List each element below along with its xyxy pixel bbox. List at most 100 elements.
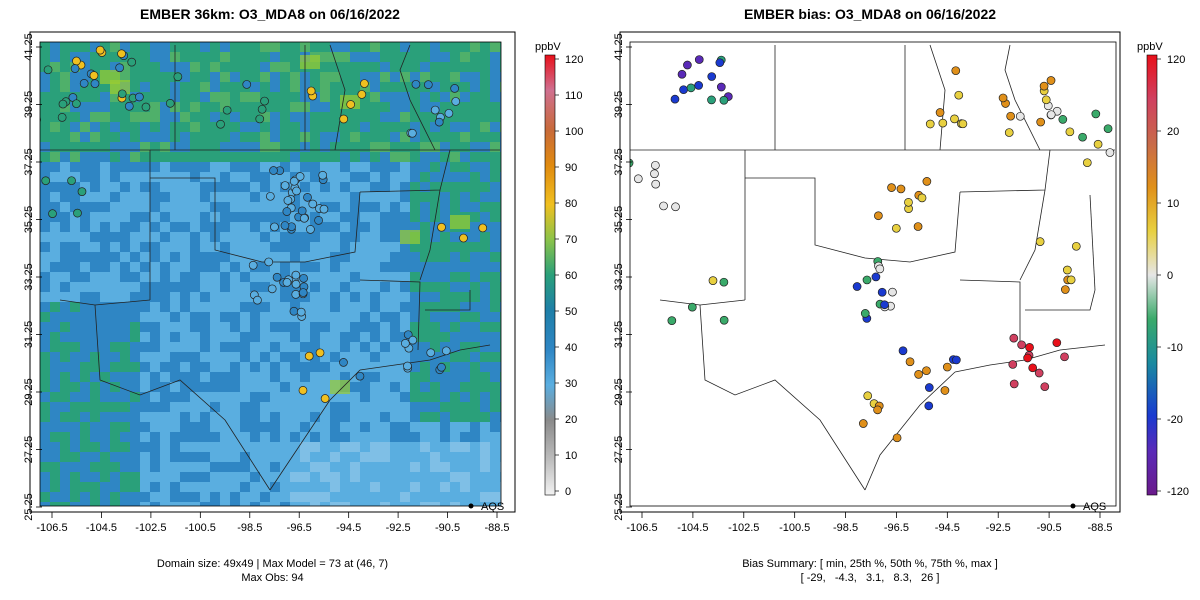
site-marker [1004, 128, 1014, 137]
site-marker [434, 117, 444, 127]
site-marker [667, 316, 677, 325]
y-tick-label: 25.25 [23, 493, 35, 521]
site-marker [1028, 363, 1038, 373]
site-marker [79, 79, 89, 88]
x-tick-label: -106.5 [36, 522, 67, 534]
colorbar-tick-label: 20 [1167, 126, 1179, 138]
site-marker [72, 56, 81, 66]
site-marker [173, 72, 183, 82]
y-tick-label: 41.25 [23, 33, 35, 61]
colorbar-tick-label: 80 [565, 198, 577, 210]
site-marker [950, 114, 959, 124]
site-marker [73, 208, 82, 218]
x-tick-label: -96.5 [884, 522, 909, 534]
y-tick-label: 31.25 [23, 321, 35, 349]
site-marker [411, 79, 421, 89]
site-marker [716, 82, 726, 92]
site-marker [248, 260, 258, 270]
site-marker [437, 362, 446, 372]
site-marker [437, 222, 446, 232]
site-marker [423, 80, 433, 90]
model-colorbar: ppbV 0 10 20 30 40 50 60 70 80 90 100 110 120 [535, 41, 583, 498]
site-marker [671, 202, 680, 212]
site-marker [670, 94, 680, 104]
site-marker [478, 223, 488, 233]
colorbar-tick-label: 10 [565, 450, 577, 462]
site-marker [875, 264, 885, 274]
site-marker [141, 102, 151, 112]
colorbar-tick-label: -120 [1167, 486, 1189, 498]
right-legend-dot [1070, 503, 1076, 509]
site-marker [41, 176, 51, 186]
y-tick-label: 33.25 [23, 263, 35, 291]
site-marker [686, 83, 696, 93]
x-tick-label: -100.5 [185, 522, 216, 534]
site-marker [1039, 81, 1049, 91]
colorbar-tick-label: -10 [1167, 342, 1183, 354]
site-marker [257, 104, 267, 114]
site-marker [283, 196, 293, 205]
site-marker [891, 223, 901, 233]
y-tick-label: 31.25 [613, 321, 625, 349]
site-marker [852, 282, 862, 291]
site-marker [1036, 117, 1046, 127]
site-marker [403, 361, 412, 371]
site-marker [719, 95, 729, 105]
y-tick-label: 27.25 [23, 436, 35, 464]
left-caption-line1: Domain size: 49x49 | Max Model = 73 at (… [156, 558, 389, 570]
site-marker [924, 383, 934, 392]
site-marker [299, 213, 309, 223]
site-marker [308, 199, 318, 209]
site-marker [242, 80, 252, 89]
site-marker [89, 71, 99, 80]
site-marker [719, 277, 729, 287]
site-marker [1065, 127, 1075, 137]
site-marker [913, 222, 923, 231]
site-marker [430, 105, 440, 115]
site-marker [320, 394, 330, 403]
site-marker [295, 172, 305, 181]
site-marker [924, 401, 934, 411]
y-tick-label: 37.25 [23, 148, 35, 176]
bias-observation-points [630, 55, 1115, 443]
site-marker [922, 177, 932, 186]
site-marker [451, 97, 461, 106]
site-marker [255, 114, 265, 124]
colorbar-tick-label: 90 [565, 162, 577, 174]
site-marker [898, 346, 908, 356]
site-marker [401, 339, 410, 348]
site-marker [1066, 275, 1076, 285]
colorbar-tick-label: 60 [565, 270, 577, 282]
x-tick-label: -88.5 [484, 522, 509, 534]
y-tick-label: 29.25 [613, 378, 625, 406]
site-marker [1034, 368, 1044, 378]
site-marker [1046, 76, 1056, 85]
x-tick-label: -98.5 [833, 522, 858, 534]
site-marker [896, 184, 906, 194]
right-map: AQS [619, 31, 1121, 513]
site-marker [117, 49, 126, 59]
site-marker [298, 288, 308, 297]
model-colorbar-unit: ppbV [535, 41, 561, 53]
site-marker [426, 348, 436, 358]
site-marker [216, 119, 225, 129]
site-marker [314, 216, 323, 225]
site-marker [1046, 110, 1056, 120]
left-map: AQS [29, 31, 516, 513]
site-marker [270, 222, 279, 232]
colorbar-tick-label: 0 [1167, 270, 1173, 282]
site-marker [280, 221, 290, 230]
colorbar-tick-label: 10 [1167, 198, 1179, 210]
site-marker [72, 99, 81, 109]
site-marker [1060, 285, 1070, 294]
site-marker [651, 160, 660, 170]
site-marker [707, 95, 716, 105]
site-marker [282, 207, 292, 216]
site-marker [880, 300, 889, 310]
y-tick-label: 29.25 [23, 378, 35, 406]
site-marker [630, 158, 634, 168]
site-marker [304, 351, 314, 361]
site-marker [917, 193, 927, 203]
left-map-border [39, 41, 502, 507]
x-tick-label: -98.5 [237, 522, 262, 534]
